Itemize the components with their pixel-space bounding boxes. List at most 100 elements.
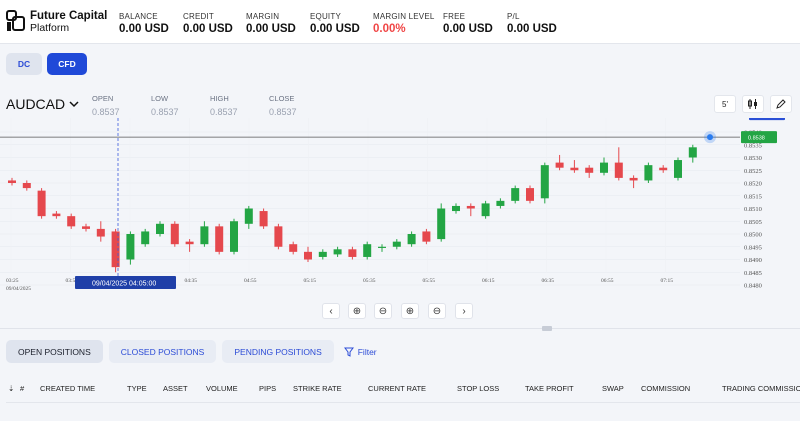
- candle-body: [614, 162, 623, 178]
- price-tick: 0.8525: [744, 168, 762, 175]
- candle-body: [230, 221, 238, 252]
- ohlc-open: OPEN 0.8537: [92, 94, 120, 117]
- filter-label: Filter: [357, 346, 377, 357]
- candle-body: [674, 160, 682, 178]
- stat-value: 0.00 USD: [443, 23, 493, 35]
- symbol-selector[interactable]: AUDCAD: [6, 96, 79, 112]
- col-header: #: [20, 384, 25, 393]
- zoom-out-button[interactable]: ⊖: [374, 303, 392, 319]
- col-header: TYPE: [127, 384, 147, 393]
- zoom-out-time-button[interactable]: ⊖: [428, 303, 446, 319]
- ohlc-low: LOW 0.8537: [151, 94, 179, 117]
- price-tick: 0.8515: [744, 193, 762, 200]
- drawing-tool-button[interactable]: [770, 95, 792, 113]
- candle-body: [570, 167, 579, 171]
- logo-icon: [6, 10, 25, 31]
- stat-value: 0.00 USD: [183, 23, 233, 35]
- price-tick: 0.8480: [744, 283, 762, 290]
- col-header: ASSET: [163, 384, 188, 393]
- cfd-toggle-button[interactable]: CFD: [47, 53, 87, 75]
- candle-body: [496, 200, 505, 206]
- candle-body: [481, 203, 490, 217]
- candle-body: [52, 213, 61, 217]
- stat-free: FREE 0.00 USD: [443, 12, 493, 35]
- price-tick: 0.8490: [744, 257, 762, 264]
- col-header: CURRENT RATE: [368, 384, 427, 393]
- stat-label: P/L: [507, 12, 520, 21]
- candle-body: [348, 249, 357, 257]
- candle-body: [37, 190, 46, 217]
- candle-body: [185, 241, 194, 245]
- interval-button[interactable]: 5': [714, 95, 736, 113]
- candle-body: [289, 244, 298, 252]
- time-tick: 06:55: [601, 278, 614, 284]
- live-price-dot: [707, 134, 713, 141]
- time-tick: 05:15: [304, 278, 317, 284]
- candle-body: [170, 223, 179, 245]
- col-header: COMMISSION: [641, 384, 691, 393]
- time-tick: 06:15: [482, 278, 495, 284]
- price-tick: 0.8500: [744, 232, 762, 239]
- sort-icon[interactable]: ⇣: [8, 384, 15, 393]
- candle-body: [452, 205, 460, 212]
- tab-closed-positions[interactable]: CLOSED POSITIONS: [108, 340, 217, 363]
- candle-body: [67, 216, 76, 227]
- chart-type-button[interactable]: [742, 95, 764, 113]
- candle-body: [363, 244, 372, 257]
- candle-body: [659, 167, 668, 171]
- candle-body: [422, 231, 431, 242]
- crosshair-price-badge: [749, 118, 785, 121]
- candle-body: [585, 167, 594, 173]
- resize-handle[interactable]: [542, 326, 552, 331]
- tab-open-positions[interactable]: OPEN POSITIONS: [6, 340, 103, 363]
- candle-body: [318, 251, 327, 257]
- candle-body: [378, 246, 386, 248]
- candle-body: [526, 188, 534, 201]
- filter-button[interactable]: Filter: [343, 346, 377, 357]
- price-chart[interactable]: 0.85400.85350.85300.85250.85200.85150.85…: [0, 118, 800, 298]
- col-header: STOP LOSS: [457, 384, 500, 393]
- time-tick: 04:35: [185, 278, 198, 284]
- candle-body: [259, 211, 268, 227]
- ohlc-label: OPEN: [92, 94, 114, 103]
- pencil-icon: [776, 99, 786, 109]
- dc-toggle-button[interactable]: DC: [6, 53, 42, 75]
- zoom-in-time-button[interactable]: ⊕: [401, 303, 419, 319]
- stat-value: 0.00 USD: [310, 23, 360, 35]
- current-price-badge: [741, 131, 777, 144]
- candle-body: [82, 226, 90, 229]
- ohlc-label: CLOSE: [269, 94, 295, 103]
- scroll-right-button[interactable]: ›: [455, 303, 473, 319]
- col-header: VOLUME: [206, 384, 238, 393]
- crosshair-price-label: 0.8547: [754, 118, 776, 119]
- ohlc-label: HIGH: [210, 94, 229, 103]
- time-tick: 06:35: [542, 278, 555, 284]
- brand-name: Future Capital Platform: [30, 10, 108, 34]
- brand-line-2: Platform: [30, 22, 70, 34]
- candle-body: [200, 226, 209, 245]
- price-tick: 0.8510: [744, 206, 762, 213]
- scroll-left-button[interactable]: ‹: [322, 303, 340, 319]
- stat-value: 0.00 USD: [507, 23, 557, 35]
- zoom-in-button[interactable]: ⊕: [348, 303, 366, 319]
- candle-body: [274, 226, 283, 247]
- candle-body: [407, 234, 416, 245]
- stat-label: MARGIN LEVEL: [373, 12, 435, 21]
- time-tick: 03:25: [6, 278, 19, 284]
- candle-body: [96, 228, 105, 237]
- ohlc-value: 0.8537: [210, 107, 238, 117]
- stat-equity: EQUITY 0.00 USD: [310, 12, 360, 35]
- crosshair-time-label: 09/04/2025 04:05:00: [92, 281, 156, 288]
- stat-balance: BALANCE 0.00 USD: [119, 12, 169, 35]
- chevron-down-icon: [69, 101, 79, 108]
- price-tick: 0.8530: [744, 155, 762, 162]
- candle-body: [629, 177, 638, 181]
- tab-pending-positions[interactable]: PENDING POSITIONS: [222, 340, 334, 363]
- ohlc-label: LOW: [151, 94, 169, 103]
- ohlc-value: 0.8537: [151, 107, 179, 117]
- col-header: SWAP: [602, 384, 624, 393]
- filter-icon: [343, 347, 354, 357]
- brand-line-1: Future Capital: [30, 10, 108, 22]
- candle-body: [215, 226, 224, 252]
- candle-body: [22, 183, 31, 189]
